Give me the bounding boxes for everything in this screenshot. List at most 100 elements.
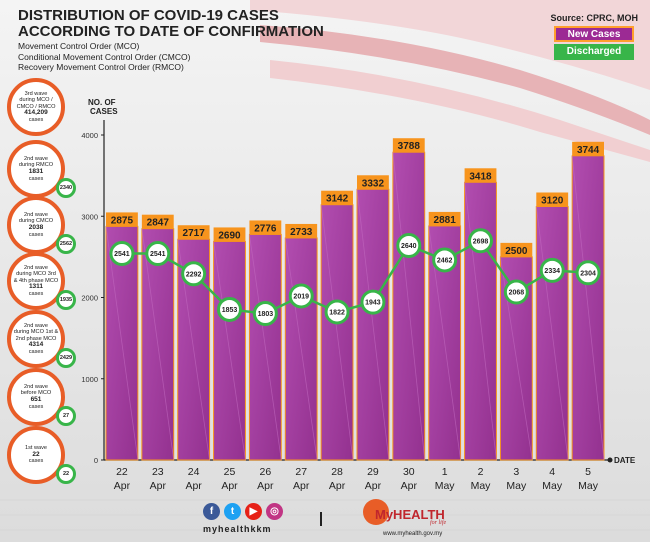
y-tick-label: 4000 bbox=[81, 131, 98, 140]
bar-sheen bbox=[392, 152, 426, 461]
bar-label-bg bbox=[357, 175, 389, 190]
wave-unit: cases bbox=[28, 348, 44, 355]
bar-sheen bbox=[320, 204, 354, 461]
discharged-value-label: 1803 bbox=[258, 311, 274, 318]
wave-text: 2nd wave before MCO 651 cases bbox=[13, 384, 59, 410]
discharged-point bbox=[432, 247, 458, 273]
discharged-value-label: 2541 bbox=[150, 251, 166, 258]
x-tick-day: 5 bbox=[585, 466, 591, 478]
wave-discharged: 2340 bbox=[56, 178, 76, 198]
wave-unit: cases bbox=[28, 290, 44, 297]
instagram-icon[interactable]: ◎ bbox=[266, 503, 283, 520]
x-tick-month: May bbox=[471, 480, 492, 492]
x-tick-day: 27 bbox=[295, 466, 307, 478]
facebook-icon[interactable]: f bbox=[203, 503, 220, 520]
source-label: Source: CPRC, MOH bbox=[550, 13, 638, 23]
discharged-point bbox=[539, 257, 565, 283]
x-tick-month: Apr bbox=[329, 480, 346, 492]
bar-value-label: 2717 bbox=[183, 228, 206, 239]
myhealth-brand: MyHEALTH bbox=[375, 507, 445, 522]
wave-label: 2nd wave during MCO 1st & 2nd phase MCO bbox=[13, 322, 59, 342]
discharged-point bbox=[575, 260, 601, 286]
wave-unit: cases bbox=[28, 175, 44, 182]
wave-cases: 414,209 bbox=[24, 109, 48, 117]
x-tick-month: Apr bbox=[114, 480, 131, 492]
discharged-value-label: 1853 bbox=[222, 307, 238, 314]
bar-value-label: 3142 bbox=[326, 194, 349, 205]
twitter-icon[interactable]: t bbox=[224, 503, 241, 520]
wave-unit: cases bbox=[28, 403, 44, 410]
wave-discharged: 27 bbox=[56, 406, 76, 426]
discharged-value-label: 2698 bbox=[473, 238, 489, 245]
bar-sheen bbox=[141, 228, 175, 461]
x-tick-month: May bbox=[542, 480, 563, 492]
myhealth-logo-icon bbox=[363, 499, 389, 525]
discharged-point bbox=[252, 301, 278, 327]
wave-circle: 1st wave 22 cases bbox=[7, 426, 65, 484]
x-tick-day: 28 bbox=[331, 466, 343, 478]
bar-sheen bbox=[249, 234, 282, 461]
x-tick-month: Apr bbox=[365, 480, 382, 492]
discharged-point bbox=[109, 241, 135, 267]
bar-label-bg bbox=[428, 211, 461, 226]
social-handle: myhealthkkm bbox=[203, 524, 272, 534]
bar-label-bg bbox=[500, 242, 533, 257]
x-tick-month: Apr bbox=[401, 480, 418, 492]
wave-text: 2nd wave during MCO 3rd & 4th phase MCO 1… bbox=[13, 265, 59, 298]
bar-label-bg bbox=[177, 225, 210, 240]
wave-label: 2nd wave during RMCO bbox=[18, 155, 54, 169]
x-tick-day: 1 bbox=[442, 466, 448, 478]
discharged-point bbox=[217, 296, 242, 322]
wave-label: 1st wave bbox=[24, 445, 48, 452]
legend-new-cases: New Cases bbox=[554, 26, 634, 42]
bar-value-label: 3744 bbox=[577, 145, 600, 156]
wave-discharged: 1935 bbox=[56, 290, 76, 310]
y-axis-label: NO. OF bbox=[88, 98, 116, 107]
wave-unit: cases bbox=[28, 116, 44, 123]
wave-circle: 2nd wave during RMCO 1831 cases bbox=[7, 140, 65, 198]
bar-value-label: 2776 bbox=[254, 223, 277, 234]
wave-label: 3rd wave during MCO / CMCO / RMCO bbox=[16, 90, 56, 110]
x-tick-month: May bbox=[506, 480, 527, 492]
x-tick-day: 30 bbox=[403, 466, 415, 478]
wave-text: 2nd wave during CMCO 2038 cases bbox=[13, 212, 59, 238]
x-tick-day: 2 bbox=[478, 466, 484, 478]
order-legend: Movement Control Order (MCO) Conditional… bbox=[18, 41, 190, 73]
bar-value-label: 3332 bbox=[362, 178, 385, 189]
discharged-point bbox=[145, 241, 171, 267]
youtube-icon[interactable]: ▶ bbox=[245, 503, 262, 520]
x-tick-month: Apr bbox=[257, 480, 274, 492]
discharged-value-label: 2334 bbox=[544, 268, 560, 275]
bar-sheen bbox=[213, 241, 246, 461]
order-rmco: Recovery Movement Control Order (RMCO) bbox=[18, 62, 184, 72]
x-tick-day: 24 bbox=[188, 466, 200, 478]
myhealth-tagline: for life bbox=[430, 520, 447, 526]
wave-cases: 1311 bbox=[28, 283, 44, 291]
y-tick-label: 0 bbox=[94, 456, 98, 465]
wave-text: 1st wave 22 cases bbox=[13, 445, 59, 465]
x-tick-day: 29 bbox=[367, 466, 379, 478]
wave-circle: 2nd wave during MCO 1st & 2nd phase MCO 4… bbox=[7, 310, 65, 368]
bar-sheen bbox=[571, 155, 605, 461]
discharged-value-label: 2292 bbox=[186, 271, 202, 278]
discharged-point bbox=[468, 228, 493, 254]
discharged-value-label: 2019 bbox=[293, 293, 309, 300]
discharged-value-label: 2068 bbox=[509, 289, 525, 296]
myhealth-url: www.myhealth.gov.my bbox=[383, 531, 443, 537]
chart-title: DISTRIBUTION OF COVID-19 CASES ACCORDING… bbox=[18, 8, 348, 40]
y-tick-label: 2000 bbox=[81, 294, 98, 303]
bar-label-bg bbox=[213, 227, 246, 242]
bar-value-label: 3120 bbox=[541, 196, 564, 207]
bar-value-label: 3418 bbox=[469, 171, 492, 182]
bar-value-label: 2847 bbox=[147, 218, 170, 229]
wave-discharged: 2429 bbox=[56, 348, 76, 368]
wave-circle: 2nd wave before MCO 651 cases bbox=[7, 368, 65, 426]
wave-discharged: 22 bbox=[56, 464, 76, 484]
title-line-2: ACCORDING TO DATE OF CONFIRMATION bbox=[18, 23, 324, 40]
wave-label: 2nd wave during MCO 3rd & 4th phase MCO bbox=[13, 264, 59, 284]
footer-divider bbox=[320, 512, 322, 526]
bar-sheen bbox=[356, 189, 390, 461]
wave-text: 2nd wave during MCO 1st & 2nd phase MCO 4… bbox=[13, 323, 59, 356]
bar-label-bg bbox=[464, 168, 497, 183]
bar-sheen bbox=[535, 206, 569, 461]
